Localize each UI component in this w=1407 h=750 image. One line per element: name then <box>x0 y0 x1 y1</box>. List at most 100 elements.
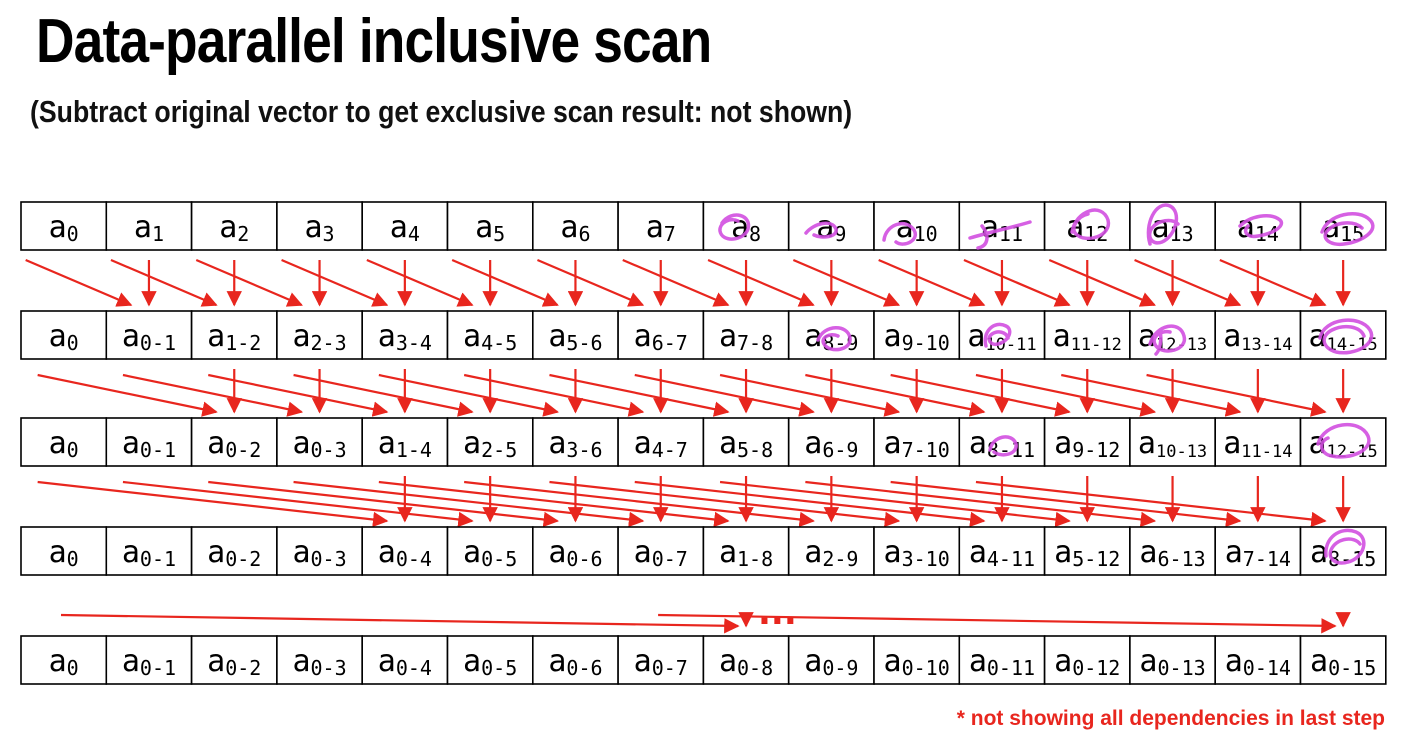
cell-box <box>958 201 1046 251</box>
cell-subscript: 0 <box>67 547 79 571</box>
cell-label: a0-7 <box>634 535 688 571</box>
cell-box <box>105 526 193 576</box>
scan-cell: a0-4 <box>361 635 449 685</box>
cell-box <box>276 417 363 467</box>
cell-symbol: a <box>969 535 987 570</box>
scan-cell: a0 <box>20 635 108 685</box>
cell-subscript: 0-10 <box>902 656 950 680</box>
dependency-arrow <box>792 258 901 307</box>
scan-cell: a0-10 <box>873 635 961 685</box>
dependency-arrow <box>805 480 1157 528</box>
cell-label: a2-9 <box>804 535 858 571</box>
cell-box <box>531 417 619 467</box>
scan-cell: a1 <box>105 201 193 251</box>
scan-cell: a7-10 <box>873 417 961 467</box>
cell-label: a0-8 <box>719 644 773 680</box>
cell-subscript: 1-4 <box>396 438 432 462</box>
cell-subscript: 0 <box>67 438 79 462</box>
annotation-scribble <box>968 220 1032 250</box>
cell-label: a14-15 <box>1309 319 1378 355</box>
scan-cell: a5 <box>446 201 534 251</box>
cell-symbol: a <box>378 644 396 679</box>
cell-box <box>787 635 875 685</box>
cell-label: a0-5 <box>463 644 517 680</box>
cell-box <box>531 310 619 360</box>
dependency-arrow <box>805 373 986 417</box>
cell-label: a7-8 <box>719 319 773 355</box>
cell-subscript: 6-9 <box>822 438 858 462</box>
cell-box <box>531 526 619 576</box>
dependency-arrow <box>549 480 901 528</box>
cell-box <box>617 201 705 251</box>
cell-subscript: 1 <box>152 222 164 246</box>
dependency-arrow <box>366 258 474 307</box>
cell-symbol: a <box>1053 319 1071 354</box>
cell-label: a2-3 <box>292 319 346 355</box>
dependency-arrow <box>208 373 389 417</box>
cell-subscript: 0-13 <box>1157 656 1205 680</box>
scan-cell: a0 <box>20 526 108 576</box>
cell-box <box>20 526 108 576</box>
cell-label: a0 <box>49 644 79 680</box>
cell-symbol: a <box>122 319 140 354</box>
cell-label: a6-13 <box>1139 535 1205 571</box>
scan-cell: a0-7 <box>617 526 705 576</box>
cell-label: a1-8 <box>719 535 773 571</box>
scan-cell: a11-14 <box>1214 417 1302 467</box>
scan-cell: a0-4 <box>361 526 449 576</box>
cell-label: a0-3 <box>292 644 346 680</box>
scan-cell: a14 <box>1214 201 1302 251</box>
cell-label: a0-1 <box>122 644 176 680</box>
dependency-arrow <box>110 258 218 307</box>
cell-symbol: a <box>1310 535 1328 570</box>
scan-cell: a13-14 <box>1214 310 1302 360</box>
cell-symbol: a <box>1223 319 1241 354</box>
cell-symbol: a <box>463 319 481 354</box>
cell-box <box>531 635 619 685</box>
scan-cell: a0-14 <box>1214 635 1302 685</box>
scan-cell: a0-13 <box>1129 635 1217 685</box>
cell-subscript: 0-3 <box>311 438 347 462</box>
scan-cell: a0-3 <box>276 635 363 685</box>
cell-label: a0-10 <box>884 644 950 680</box>
cell-symbol: a <box>463 426 481 461</box>
cell-subscript: 0-5 <box>481 547 517 571</box>
dependency-arrow <box>975 480 1327 528</box>
cell-label: a6 <box>560 210 590 246</box>
cell-box <box>1043 526 1131 576</box>
cell-symbol: a <box>548 319 566 354</box>
dependency-arrow <box>707 258 815 307</box>
cell-subscript: 0-11 <box>987 656 1035 680</box>
cell-symbol: a <box>896 210 914 245</box>
cell-label: a0-2 <box>207 426 261 462</box>
cell-subscript: 12-15 <box>1327 442 1378 462</box>
annotation-scribble <box>1070 208 1110 241</box>
cell-symbol: a <box>207 426 225 461</box>
cell-box <box>1129 635 1217 685</box>
scan-cell: a0 <box>20 310 108 360</box>
cell-subscript: 0 <box>67 331 79 355</box>
scan-cell: a2-3 <box>276 310 363 360</box>
cell-label: a0-12 <box>1054 644 1120 680</box>
cell-label: a8-9 <box>804 319 858 355</box>
cell-label: a0-3 <box>292 426 346 462</box>
dependency-arrow <box>37 373 218 417</box>
cell-symbol: a <box>378 535 396 570</box>
cell-symbol: a <box>884 535 902 570</box>
dependency-arrows <box>25 258 1351 634</box>
cell-label: a0-4 <box>378 644 432 680</box>
cell-symbol: a <box>378 426 396 461</box>
cell-subscript: 2-3 <box>311 331 347 355</box>
cell-label: a5-8 <box>719 426 773 462</box>
scan-cell: a8-15 <box>1299 526 1387 576</box>
cell-subscript: 4-11 <box>987 547 1035 571</box>
cell-label: a0-6 <box>548 535 602 571</box>
cell-symbol: a <box>463 535 481 570</box>
cell-subscript: 6-13 <box>1157 547 1205 571</box>
cell-box <box>1129 526 1217 576</box>
cell-subscript: 3-4 <box>396 331 432 355</box>
cell-symbol: a <box>49 426 67 461</box>
cell-symbol: a <box>884 319 902 354</box>
scan-cell: a7 <box>617 201 705 251</box>
cell-subscript: 0-2 <box>225 438 261 462</box>
